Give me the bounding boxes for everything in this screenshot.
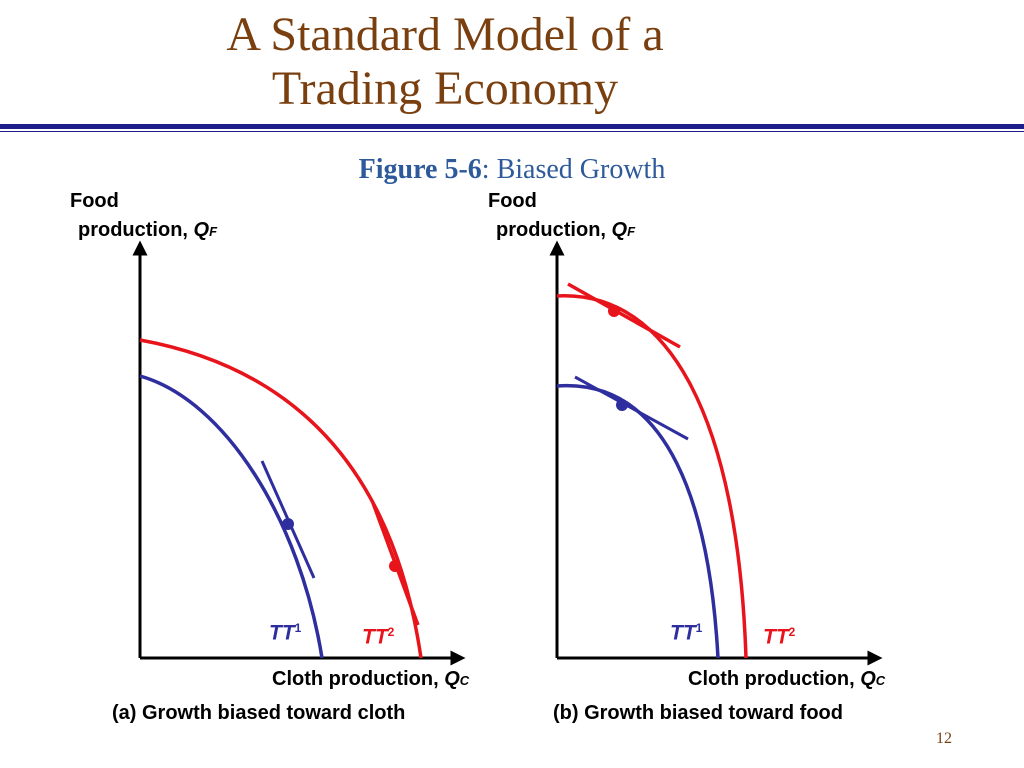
panel-b-tt1-sup: 1 xyxy=(695,621,703,635)
panel-b-y-axis-var: Q xyxy=(611,219,628,241)
panel-b-y-axis-sub: F xyxy=(627,224,636,239)
panel-b-tt2-sup: 2 xyxy=(788,625,796,639)
panel-a-tt1-text: TT xyxy=(269,621,295,645)
panel-a-y-axis-label-line2: production, QF xyxy=(78,219,217,242)
panel-b xyxy=(549,240,883,666)
title-divider-thin xyxy=(0,131,1024,132)
panel-a-y-axis-var: Q xyxy=(193,219,210,241)
panel-a-tt2-point xyxy=(389,560,401,572)
panel-b-y-axis-label-line1: Food xyxy=(488,190,537,212)
panel-a-x-axis-var: Q xyxy=(444,668,460,690)
page-number: 12 xyxy=(936,730,952,747)
panel-b-tt2-point xyxy=(608,305,620,317)
panel-a-tt2-curve xyxy=(139,338,423,659)
panel-b-y-axis-label-line2: production, QF xyxy=(496,219,635,242)
title-divider xyxy=(0,124,1024,129)
title-line-1: A Standard Model of a xyxy=(226,8,664,61)
panel-b-x-axis-label: Cloth production, QC xyxy=(688,668,885,691)
panel-a-caption: (a) Growth biased toward cloth xyxy=(112,702,406,724)
panel-a-tt2-label: TT2 xyxy=(362,625,394,650)
title-line-2: Trading Economy xyxy=(271,62,619,115)
panel-b-tt1-curve xyxy=(556,384,720,659)
panel-b-x-axis-var: Q xyxy=(860,668,876,690)
panel-b-y-axis-text: production, xyxy=(496,219,612,241)
panel-b-tt1-price-line xyxy=(574,375,689,441)
figure-title: Biased Growth xyxy=(496,154,666,185)
panel-b-tt1-label: TT1 xyxy=(670,621,702,646)
panel-b-tt2-text: TT xyxy=(763,625,789,649)
panel-b-tt1-point xyxy=(616,399,628,411)
figure-caption: Figure 5-6: Biased Growth xyxy=(0,154,1024,186)
panel-b-tt2-price-line xyxy=(567,282,681,349)
figure-label: Figure 5-6 xyxy=(358,154,482,185)
panel-a-tt2-sup: 2 xyxy=(387,625,395,639)
panel-a-tt2-text: TT xyxy=(362,625,388,649)
panel-b-caption: (b) Growth biased toward food xyxy=(553,702,843,724)
panel-a xyxy=(132,240,466,666)
panel-b-x-axis-text: Cloth production, xyxy=(688,668,861,690)
panel-a-y-axis-label-line1: Food xyxy=(70,190,119,212)
panel-a-x-axis-text: Cloth production, xyxy=(272,668,445,690)
panel-b-tt2-curve xyxy=(556,294,748,659)
panel-a-y-axis-sub: F xyxy=(209,224,218,239)
panel-a-tt1-curve xyxy=(139,374,324,659)
panel-a-tt1-label: TT1 xyxy=(269,621,301,646)
figure-separator: : xyxy=(481,154,497,185)
panel-b-x-axis-sub: C xyxy=(875,673,886,688)
slide-title: A Standard Model of a Trading Economy xyxy=(0,8,890,116)
panel-a-tt1-point xyxy=(282,518,294,530)
panel-a-y-axis-text: production, xyxy=(78,219,194,241)
panel-a-x-axis-sub: C xyxy=(459,673,470,688)
panel-a-x-axis-label: Cloth production, QC xyxy=(272,668,469,691)
panel-b-tt2-label: TT2 xyxy=(763,625,795,650)
panel-b-tt1-text: TT xyxy=(670,621,696,645)
panel-a-tt1-sup: 1 xyxy=(294,621,302,635)
